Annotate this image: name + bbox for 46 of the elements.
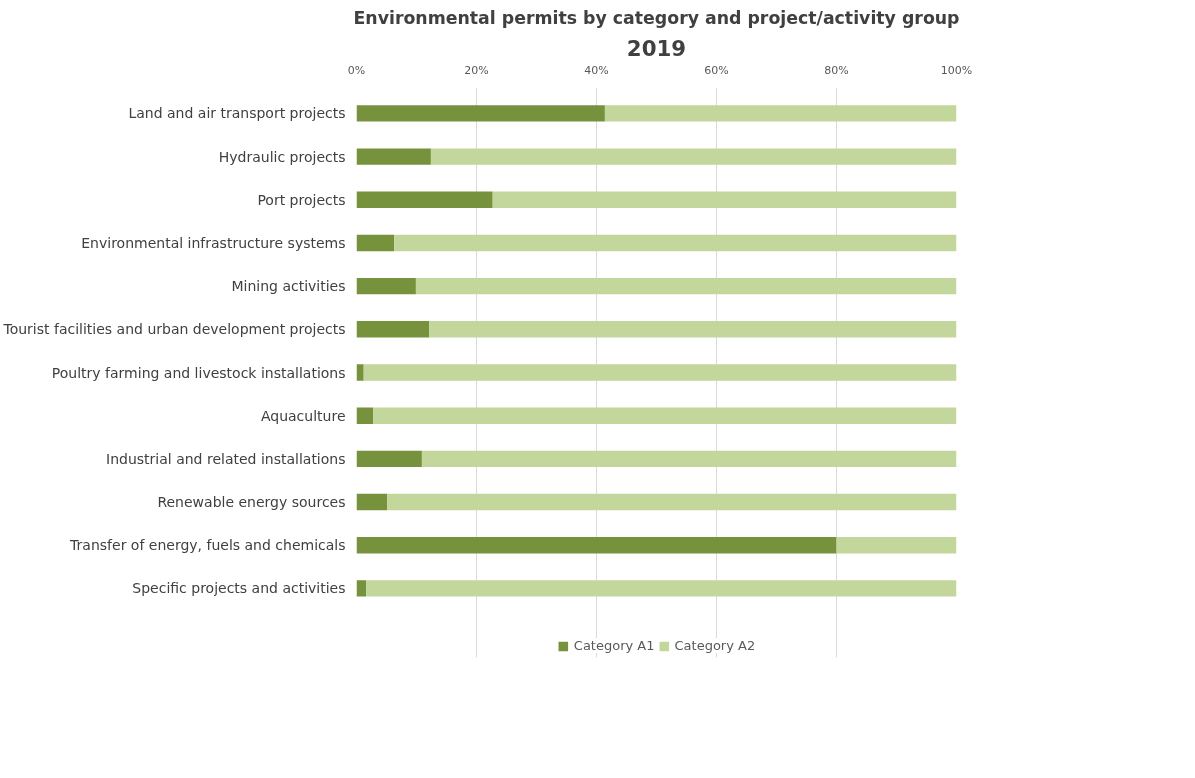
bar bbox=[492, 191, 957, 208]
bar bbox=[394, 234, 957, 252]
bar bbox=[415, 277, 957, 295]
chart-subtitle: 2019 bbox=[626, 35, 687, 61]
bar bbox=[356, 191, 493, 208]
bar bbox=[356, 148, 431, 165]
bar bbox=[356, 580, 367, 597]
bar bbox=[356, 234, 395, 252]
bar bbox=[430, 148, 957, 165]
bar bbox=[421, 450, 957, 468]
bar bbox=[366, 580, 957, 597]
y-tick-label: Renewable energy sources bbox=[157, 494, 346, 511]
bar bbox=[356, 277, 416, 295]
bar bbox=[356, 364, 364, 381]
bar bbox=[356, 493, 388, 511]
y-tick-label: Specific projects and activities bbox=[132, 580, 346, 597]
x-tick-label: 60% bbox=[704, 63, 729, 77]
legend-label: Category A2 bbox=[674, 638, 756, 653]
chart-title: Environmental permits by category and project/activity group bbox=[353, 7, 960, 28]
bar bbox=[356, 105, 605, 122]
bar bbox=[373, 407, 957, 424]
y-tick-label: Poultry farming and livestock installations bbox=[51, 364, 346, 381]
bar bbox=[429, 321, 957, 338]
x-tick-label: 20% bbox=[464, 63, 489, 77]
bar bbox=[387, 493, 957, 511]
y-tick-label: Mining activities bbox=[231, 278, 346, 295]
x-tick-label: 80% bbox=[824, 63, 849, 77]
y-tick-label: Land and air transport projects bbox=[128, 105, 346, 122]
y-tick-label: Environmental infrastructure systems bbox=[81, 234, 346, 251]
x-tick-label: 0% bbox=[347, 63, 366, 77]
bar bbox=[604, 105, 957, 122]
y-tick-label: Tourist facilities and urban development projects bbox=[2, 321, 346, 338]
bar bbox=[363, 364, 957, 381]
bar bbox=[356, 537, 837, 554]
legend-label: Category A1 bbox=[573, 638, 655, 653]
bar bbox=[356, 321, 430, 338]
x-tick-label: 40% bbox=[584, 63, 609, 77]
y-tick-label: Transfer of energy, fuels and chemicals bbox=[69, 537, 346, 554]
y-tick-label: Industrial and related installations bbox=[106, 450, 346, 467]
y-tick-label: Aquaculture bbox=[260, 407, 346, 424]
bar bbox=[356, 450, 422, 468]
y-tick-label: Port projects bbox=[257, 191, 346, 208]
y-tick-label: Hydraulic projects bbox=[218, 148, 346, 165]
x-tick-label: 100% bbox=[940, 63, 973, 77]
bar bbox=[356, 407, 374, 424]
bar bbox=[836, 537, 957, 554]
